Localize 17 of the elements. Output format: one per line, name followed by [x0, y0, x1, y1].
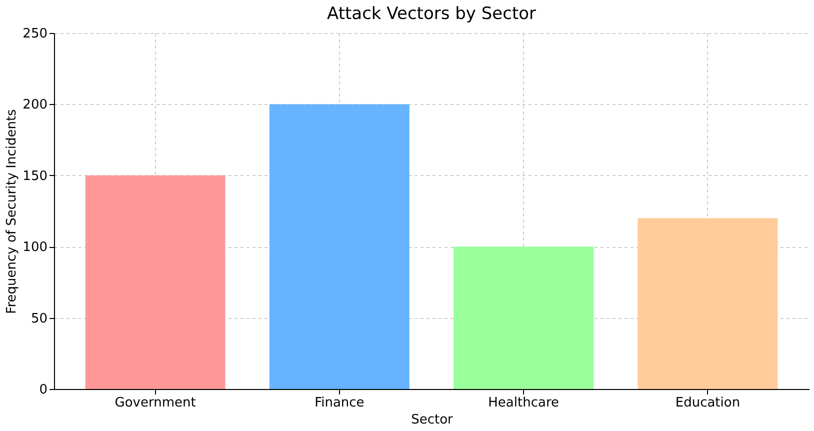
y-tick-label: 250 — [22, 26, 48, 42]
bar — [454, 246, 594, 389]
y-axis-title: Frequency of Security Incidents — [4, 108, 20, 314]
x-tick-label: Government — [114, 396, 196, 410]
x-axis-title: Sector — [411, 412, 454, 428]
y-tick-label: 200 — [22, 98, 48, 113]
x-tick-label: Education — [675, 396, 740, 410]
bar — [269, 104, 410, 389]
chart-title: Attack Vectors by Sector — [326, 4, 536, 24]
y-tick-label: 100 — [22, 240, 48, 256]
y-tick-label: 150 — [22, 168, 48, 184]
y-tick-label: 50 — [30, 311, 48, 326]
y-tick-label: 0 — [39, 382, 48, 398]
x-tick-label: Finance — [314, 396, 364, 410]
bar — [85, 175, 226, 389]
bar — [638, 218, 778, 389]
x-tick-label: Healthcare — [488, 396, 560, 410]
